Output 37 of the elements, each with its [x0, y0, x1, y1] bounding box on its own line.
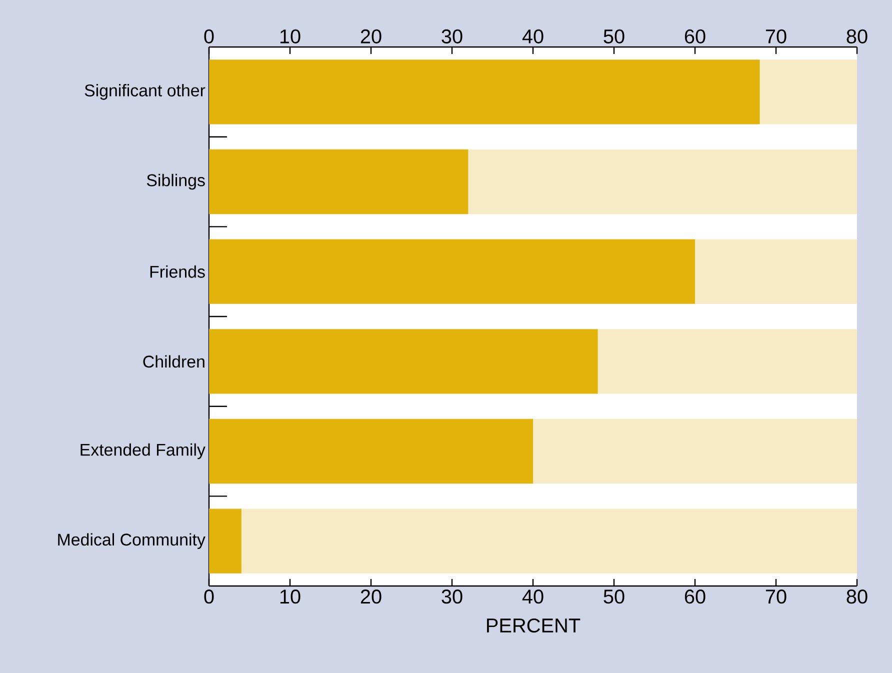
x-tick-label: 40	[522, 590, 544, 604]
x-tick-label: 10	[280, 590, 300, 604]
x-tick-label: 60	[684, 590, 706, 604]
x2-tick-label: 10	[280, 29, 300, 44]
x2-tick-label: 20	[360, 29, 382, 44]
x2-tick-label: 60	[684, 29, 706, 44]
bar	[209, 418, 534, 484]
x-tick-label: 70	[766, 590, 786, 604]
y-tick-label: Extended Family	[80, 443, 206, 460]
x-tick-label: 0	[204, 590, 214, 604]
x2-tick-label: 40	[522, 29, 544, 44]
x-tick-label: 20	[360, 590, 382, 604]
x2-tick-label: 30	[442, 29, 462, 44]
y-tick-label: Significant other	[84, 84, 206, 100]
bar	[209, 149, 468, 214]
bar	[209, 239, 696, 304]
x2-tick-label: 0	[204, 29, 214, 44]
bar	[209, 508, 242, 574]
bar	[695, 239, 858, 304]
bar	[209, 329, 598, 394]
bar	[760, 60, 858, 124]
y-tick-label: Medical Community	[58, 533, 206, 549]
bar	[598, 329, 858, 394]
bar	[533, 418, 858, 484]
x-tick-label: 50	[604, 590, 624, 604]
x-tick-label: 80	[846, 590, 868, 604]
y-tick-label: Friends	[150, 265, 205, 278]
bar	[468, 149, 858, 214]
x2-tick-label: 70	[766, 29, 786, 44]
bar	[209, 60, 760, 124]
x2-tick-label: 50	[604, 29, 624, 44]
x-tick-label: 30	[442, 590, 462, 604]
x-axis-title: PERCENT	[487, 618, 580, 633]
y-tick-label: Children	[143, 355, 204, 368]
x2-tick-label: 80	[846, 29, 868, 44]
bar	[241, 508, 858, 574]
y-tick-label: Siblings	[146, 174, 205, 190]
